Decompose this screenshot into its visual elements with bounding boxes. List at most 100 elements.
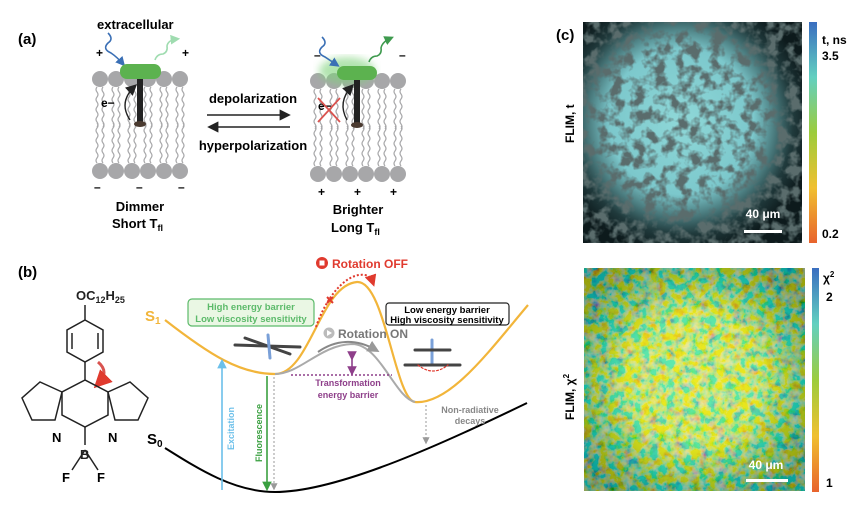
flim-chi2-texture: [584, 268, 805, 491]
charge: +: [354, 185, 361, 199]
lipid-tail: [133, 122, 137, 164]
s1-curve: [164, 280, 529, 404]
lipid-tail: [329, 125, 333, 167]
lipid-tail: [181, 86, 185, 128]
lifetime-colorbar-min: 0.2: [822, 227, 839, 241]
scale-bar-bottom: [746, 479, 788, 482]
short-lifetime-label: Short Tfl: [112, 216, 163, 233]
lipid-tail: [101, 86, 105, 128]
lipid-tail: [95, 122, 99, 164]
lipid-head: [92, 71, 108, 87]
excitation-wavy-arrow-left: [104, 32, 126, 67]
s0-label: S0: [147, 431, 163, 450]
lipid-tail: [111, 86, 115, 128]
panel-c-label: (c): [556, 27, 574, 44]
charge: +: [96, 46, 103, 60]
lipid-head: [92, 163, 108, 179]
scale-bar-top: [744, 230, 782, 233]
rotation-on-label: Rotation ON: [338, 327, 408, 341]
charge: –: [178, 180, 185, 194]
charges: + + – – – – – + + +: [94, 46, 406, 199]
lipid-tail: [117, 86, 121, 128]
lipid-tail: [165, 122, 169, 164]
s0-curve: [164, 402, 528, 494]
lipid-tail: [319, 125, 323, 167]
lipid-tail: [393, 125, 397, 167]
charge: –: [94, 180, 101, 194]
barrier-label-line1: Transformation: [315, 378, 381, 388]
s1-label: S1: [145, 308, 161, 327]
lipid-tail: [383, 88, 387, 130]
electron-transfer-arrow-right: [342, 83, 354, 121]
charge: +: [390, 185, 397, 199]
twisted-molecule-model: [403, 338, 462, 372]
lipid-tail: [149, 122, 153, 164]
lipid-tail: [335, 88, 339, 130]
blocked-x-icon: [326, 296, 334, 304]
excitation-label: Excitation: [226, 407, 236, 450]
lipid-tail: [175, 122, 179, 164]
atom-f-right: F: [97, 470, 105, 485]
chi2-colorbar-title: χ2: [823, 270, 835, 285]
high-barrier-line1: High energy barrier: [207, 302, 295, 313]
lipid-tail: [133, 86, 137, 128]
rotation-off-label: Rotation OFF: [332, 257, 408, 271]
charge: +: [318, 185, 325, 199]
low-barrier-line2: High viscosity sensitivity: [390, 315, 504, 326]
charge: –: [136, 180, 143, 194]
rotation-on-arrow: [317, 340, 380, 353]
bodipy-structure: OC12H25: [21, 288, 149, 471]
chi2-colorbar-max: 2: [826, 290, 833, 304]
scale-label-top: 40 μm: [746, 207, 781, 221]
low-barrier-box: [385, 302, 510, 326]
depolarization-label: depolarization: [209, 91, 297, 106]
lipid-tail: [175, 86, 179, 128]
stop-icon-square: [319, 260, 325, 266]
atom-f-left: F: [62, 470, 70, 485]
lipid-tail: [383, 125, 387, 167]
lipid-tail: [159, 122, 163, 164]
lipid-head: [124, 163, 140, 179]
lipid-tail: [399, 125, 403, 167]
lipid-head: [358, 166, 374, 182]
lipid-tail: [377, 88, 381, 130]
lipid-tail: [377, 125, 381, 167]
low-barrier-line1: Low energy barrier: [404, 305, 490, 316]
planar-molecule-model: [233, 333, 302, 360]
probe-stem-left: [137, 79, 143, 123]
lipid-tail: [117, 122, 121, 164]
extracellular-label: extracellular: [97, 17, 174, 32]
flim-chi2-axis-label: FLIM, χ2: [562, 373, 577, 420]
lipid-tail: [165, 86, 169, 128]
lipid-tail: [367, 125, 371, 167]
hyperpolarization-label: hyperpolarization: [199, 138, 307, 153]
probe-anchor-left: [134, 121, 146, 127]
nonradiative-line1: Non-radiative: [441, 405, 499, 415]
play-icon-triangle: [327, 330, 332, 336]
nonradiative-line2: decays: [455, 416, 486, 426]
s1-low-barrier-curve: [274, 342, 416, 403]
probe-head-left: [120, 64, 161, 79]
lipid-head: [342, 166, 358, 182]
dimmer-label: Dimmer: [116, 199, 164, 214]
lipid-tail: [313, 125, 317, 167]
high-barrier-box: [187, 298, 315, 327]
panel-a-label: (a): [18, 31, 36, 48]
flim-lifetime-texture: [583, 22, 802, 243]
probe-head-right: [337, 66, 377, 80]
chi2-colorbar-min: 1: [826, 476, 833, 490]
lipid-tail: [399, 88, 403, 130]
lipid-tail: [345, 125, 349, 167]
electron-label-left: e−: [101, 96, 115, 110]
excitation-wavy-arrow-right: [318, 36, 340, 67]
long-lifetime-label: Long Tfl: [331, 220, 380, 237]
lipid-tail: [335, 125, 339, 167]
lipid-tail: [127, 122, 131, 164]
lipid-tail: [367, 88, 371, 130]
charge: +: [182, 46, 189, 60]
lipid-tail: [95, 86, 99, 128]
substituent-label: OC12H25: [76, 288, 125, 305]
panel-b-label: (b): [18, 264, 37, 281]
